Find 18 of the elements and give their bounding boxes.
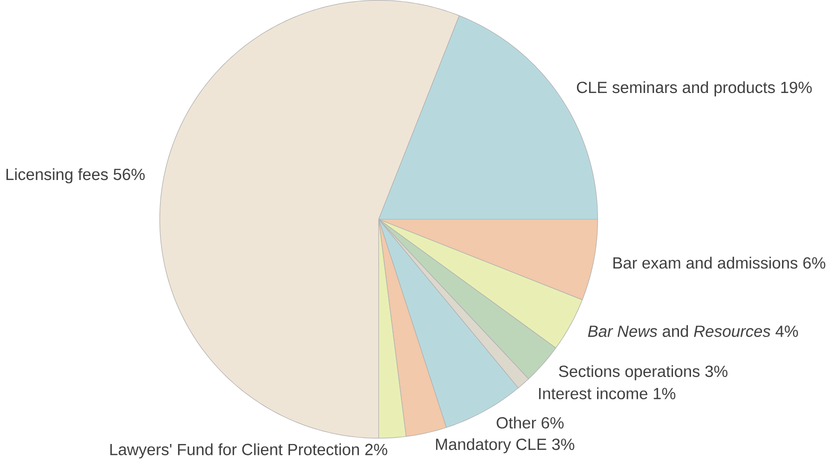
slice-label: Bar News and Resources	[588, 325, 770, 338]
data-label: 3%	[552, 438, 574, 450]
data-label: 2%	[365, 444, 388, 456]
slice-label: Licensing fees	[6, 168, 108, 184]
slice-label: Interest income	[539, 388, 648, 400]
data-label: 3%	[705, 366, 728, 378]
slice-label: Mandatory CLE	[436, 438, 546, 454]
data-label: 56%	[114, 168, 145, 180]
data-label: 1%	[654, 388, 676, 400]
slice-label: Lawyers' Fund for Client Protection	[110, 444, 359, 459]
data-label: 19%	[781, 82, 812, 94]
data-label: 6%	[803, 257, 826, 269]
slice-label: Bar exam and admissions	[613, 257, 798, 269]
slice-label: Sections operations	[558, 365, 700, 380]
slice-label: Other	[496, 416, 536, 429]
data-label: 4%	[776, 326, 798, 338]
slice-label: CLE seminars and products	[576, 81, 775, 97]
data-label: 6%	[542, 417, 564, 429]
